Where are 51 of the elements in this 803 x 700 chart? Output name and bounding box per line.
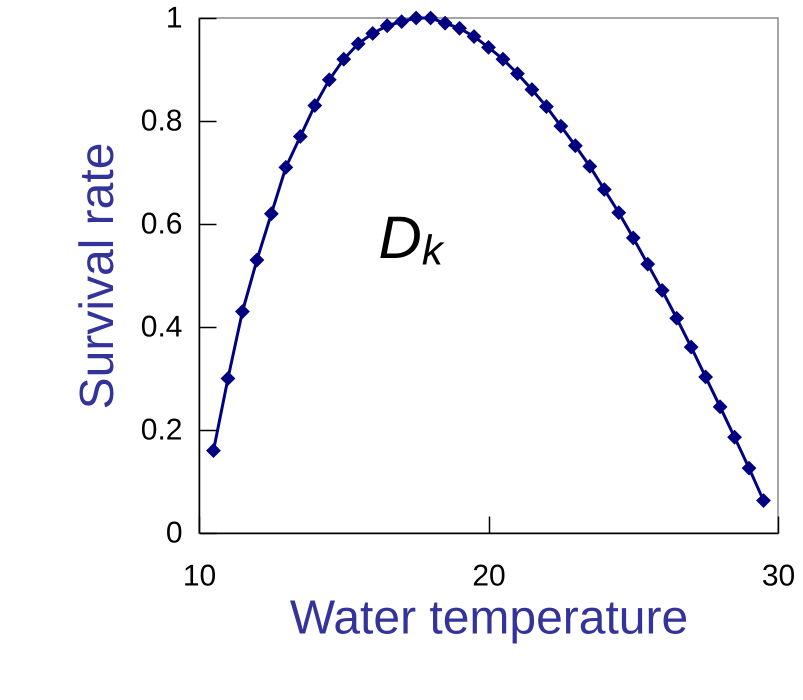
point xyxy=(336,52,352,67)
point xyxy=(350,36,366,52)
y-tick-label: 1 xyxy=(166,2,182,34)
point xyxy=(408,10,424,26)
y-tick-label: 0.2 xyxy=(140,414,182,446)
y-tick-label: 0.8 xyxy=(140,104,182,138)
point xyxy=(466,29,482,44)
point xyxy=(220,371,236,386)
point xyxy=(669,310,684,326)
x-tick-label: 30 xyxy=(762,560,796,592)
point xyxy=(582,158,598,174)
point xyxy=(206,443,221,458)
point xyxy=(452,20,467,36)
point xyxy=(611,205,626,220)
point xyxy=(380,18,395,34)
x-tick-label: 20 xyxy=(472,560,506,592)
point xyxy=(596,182,612,197)
point xyxy=(553,118,568,134)
point xyxy=(712,399,728,414)
annotation: D$_{k}$ xyxy=(378,203,443,275)
y-tick-label: 0 xyxy=(166,516,182,550)
point xyxy=(496,52,510,67)
point xyxy=(568,138,583,154)
point xyxy=(322,72,337,88)
point xyxy=(264,206,279,222)
point xyxy=(438,16,452,31)
point xyxy=(684,340,699,354)
point xyxy=(510,66,525,82)
point xyxy=(423,10,438,26)
point xyxy=(698,370,714,384)
y-tick-label: 0.6 xyxy=(140,208,182,240)
point xyxy=(365,26,380,41)
point xyxy=(756,493,771,508)
y-axis-title: Survival rate xyxy=(70,142,124,410)
point xyxy=(481,40,496,55)
x-tick-label: 10 xyxy=(182,560,216,592)
y-tick-label: 0.4 xyxy=(140,310,182,344)
point xyxy=(394,14,410,30)
point xyxy=(640,256,656,272)
x-axis-title: Water temperature xyxy=(290,592,688,644)
point xyxy=(292,129,308,144)
point xyxy=(727,430,742,445)
point xyxy=(742,460,756,476)
point xyxy=(307,98,322,113)
point xyxy=(249,252,264,268)
point xyxy=(654,283,670,298)
point xyxy=(538,99,554,114)
point xyxy=(626,230,641,246)
point xyxy=(278,160,294,175)
point xyxy=(524,82,540,97)
point xyxy=(235,304,250,319)
